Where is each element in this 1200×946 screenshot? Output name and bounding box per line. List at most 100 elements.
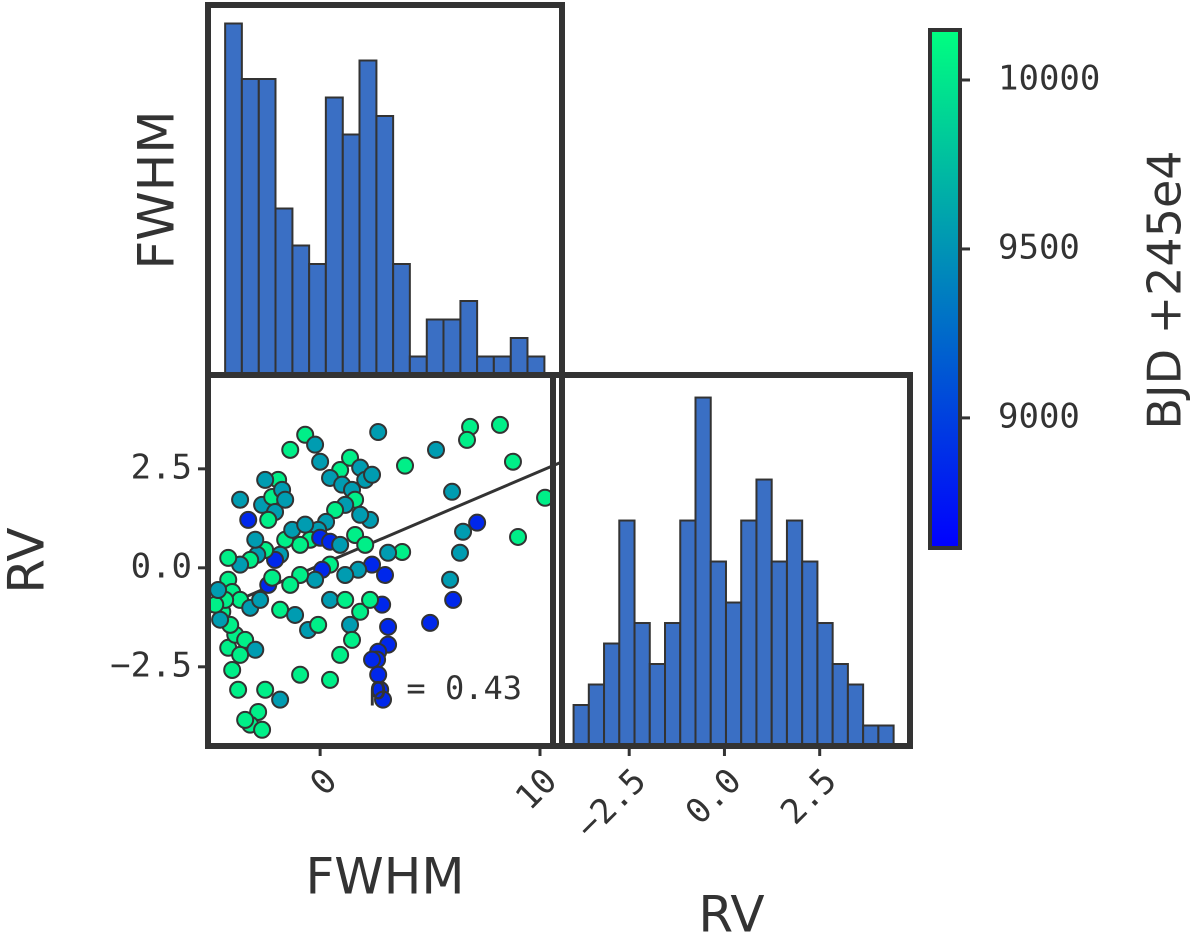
bar xyxy=(341,133,361,376)
bar xyxy=(240,78,260,376)
point xyxy=(239,510,258,529)
point xyxy=(503,452,522,471)
bar xyxy=(274,207,294,376)
point xyxy=(311,452,330,471)
point xyxy=(271,600,290,619)
frame xyxy=(205,372,565,749)
bar xyxy=(679,519,697,748)
bar xyxy=(877,724,895,747)
point xyxy=(256,470,275,489)
point xyxy=(379,543,398,562)
point xyxy=(343,630,362,649)
bar xyxy=(459,300,479,376)
point xyxy=(363,650,382,669)
point xyxy=(321,670,340,689)
point xyxy=(379,617,398,636)
bar xyxy=(572,704,590,748)
annotation: ρ = 0.43 xyxy=(368,669,522,707)
point xyxy=(351,505,370,524)
point xyxy=(458,430,477,449)
point xyxy=(509,527,528,546)
point xyxy=(396,456,415,475)
point xyxy=(374,690,393,709)
point xyxy=(281,575,300,594)
x-tick-label: −2.5 xyxy=(568,761,654,847)
y-tick-label: 0.0 xyxy=(131,546,192,586)
x-axis-label: FWHM xyxy=(306,848,465,906)
point xyxy=(361,590,380,609)
point xyxy=(291,535,310,554)
bar xyxy=(375,115,395,376)
point xyxy=(209,580,228,599)
point xyxy=(427,440,446,459)
point xyxy=(231,490,250,509)
bar xyxy=(358,59,378,376)
bar xyxy=(709,560,727,747)
bar xyxy=(603,642,621,747)
bar xyxy=(862,724,880,747)
point xyxy=(309,615,328,634)
bar xyxy=(724,601,743,748)
point xyxy=(306,570,325,589)
bar xyxy=(324,96,344,376)
bar xyxy=(785,519,804,748)
colorbar-tick-label: 9500 xyxy=(998,227,1080,267)
point xyxy=(444,590,463,609)
point xyxy=(219,548,238,567)
point xyxy=(229,680,248,699)
x-tick-label: 2.5 xyxy=(773,761,845,833)
point xyxy=(246,640,265,659)
point xyxy=(259,510,278,529)
x-axis-label: RV xyxy=(698,886,764,944)
point xyxy=(336,565,355,584)
point xyxy=(454,522,473,541)
x-tick-label: 0.0 xyxy=(678,761,750,833)
bar xyxy=(633,622,651,748)
bar xyxy=(740,519,758,748)
point xyxy=(421,613,440,632)
point xyxy=(363,465,382,484)
colorbar-tick-label: 10000 xyxy=(998,59,1100,99)
bar xyxy=(648,663,667,747)
bar xyxy=(587,683,606,748)
point xyxy=(276,490,295,509)
point xyxy=(450,543,469,562)
point xyxy=(271,690,290,709)
bar xyxy=(257,78,277,376)
bar xyxy=(664,622,682,748)
point xyxy=(286,605,305,624)
bar xyxy=(816,622,834,748)
bar xyxy=(224,22,243,376)
point xyxy=(223,660,242,679)
y-axis-label: FWHM xyxy=(128,111,186,270)
point xyxy=(249,702,268,721)
point xyxy=(306,435,325,454)
point xyxy=(441,570,460,589)
point xyxy=(356,535,375,554)
colorbar xyxy=(928,28,962,550)
y-tick-label: −2.5 xyxy=(110,645,192,685)
point xyxy=(376,565,394,584)
point xyxy=(326,501,345,520)
point xyxy=(263,568,282,587)
point xyxy=(490,415,509,434)
bar xyxy=(846,683,865,748)
bar xyxy=(618,519,636,748)
point xyxy=(253,720,272,739)
bar xyxy=(392,263,411,376)
point xyxy=(321,590,340,609)
bar xyxy=(509,337,529,376)
bar xyxy=(770,560,788,747)
bar xyxy=(442,318,462,376)
point xyxy=(236,710,255,729)
bar xyxy=(308,263,327,376)
frame xyxy=(550,372,913,749)
point xyxy=(369,423,388,442)
bar xyxy=(755,478,773,747)
point xyxy=(231,645,250,664)
point xyxy=(468,513,487,532)
point xyxy=(443,482,462,501)
bar xyxy=(801,560,819,747)
point xyxy=(246,530,265,549)
